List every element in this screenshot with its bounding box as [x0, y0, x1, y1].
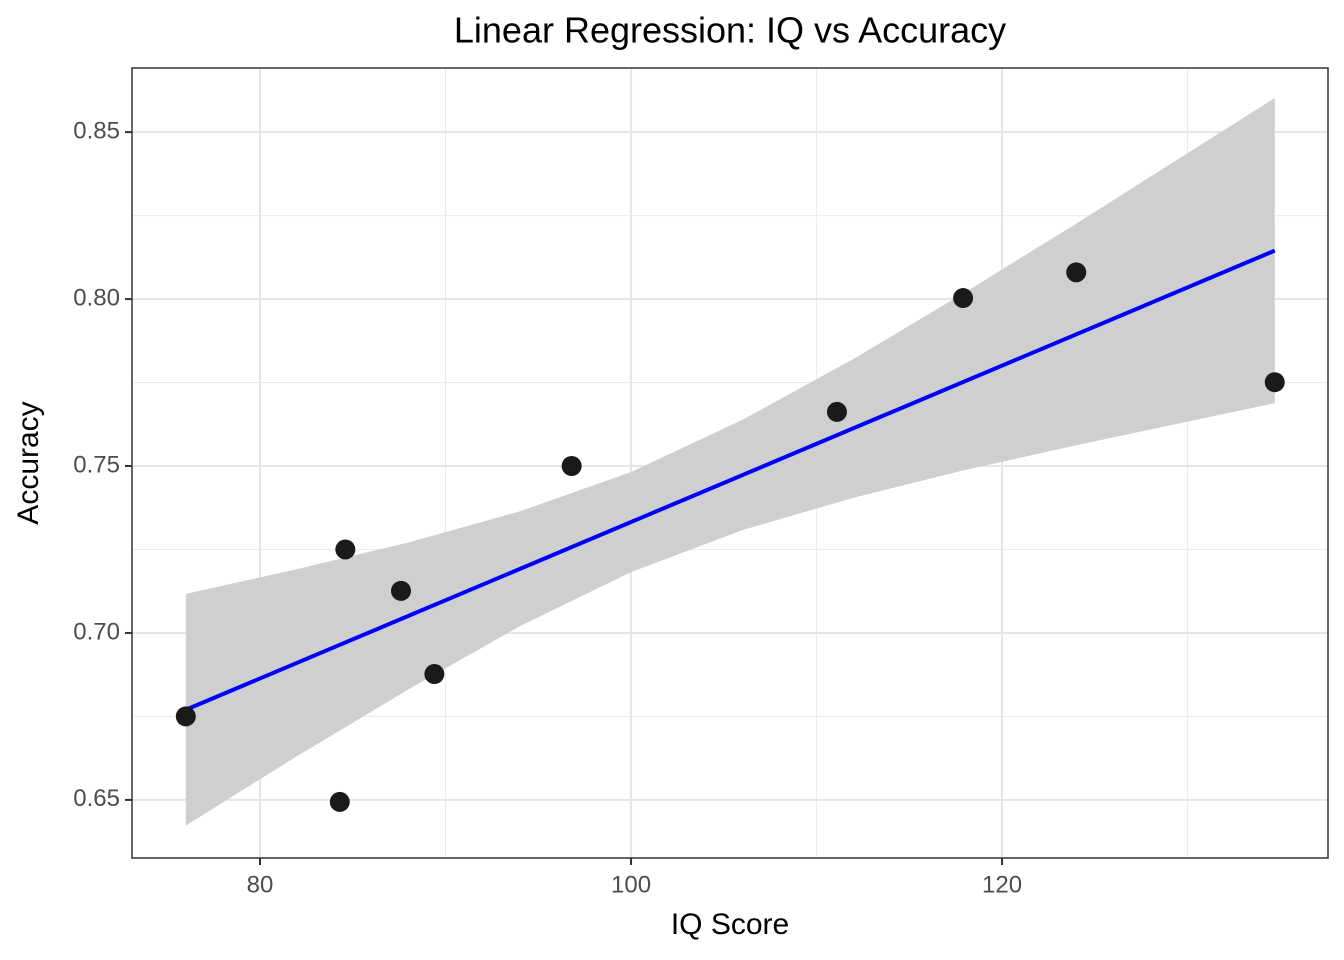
- plot-border: [131, 67, 1329, 859]
- data-point: [561, 456, 582, 477]
- y-axis-title: Accuracy: [12, 401, 45, 524]
- data-point: [1264, 372, 1285, 393]
- y-tick-label: 0.85: [73, 117, 120, 144]
- data-point: [329, 791, 350, 812]
- x-tick-label: 120: [982, 871, 1022, 898]
- data-point: [390, 580, 411, 601]
- chart-title: Linear Regression: IQ vs Accuracy: [454, 10, 1006, 51]
- data-point: [953, 288, 974, 309]
- y-tick-label: 0.65: [73, 785, 120, 812]
- regression-line: [185, 248, 1276, 712]
- data-point: [335, 539, 356, 560]
- data-point: [424, 664, 445, 685]
- x-tick-label: 100: [611, 871, 651, 898]
- y-tick-label: 0.75: [73, 451, 120, 478]
- data-point: [1066, 262, 1087, 283]
- x-tick-label: 80: [247, 871, 274, 898]
- data-point: [826, 401, 847, 422]
- y-tick-label: 0.70: [73, 618, 120, 645]
- y-tick-label: 0.80: [73, 284, 120, 311]
- x-axis-title: IQ Score: [671, 908, 789, 941]
- data-point: [175, 706, 196, 727]
- confidence-band: [185, 98, 1275, 826]
